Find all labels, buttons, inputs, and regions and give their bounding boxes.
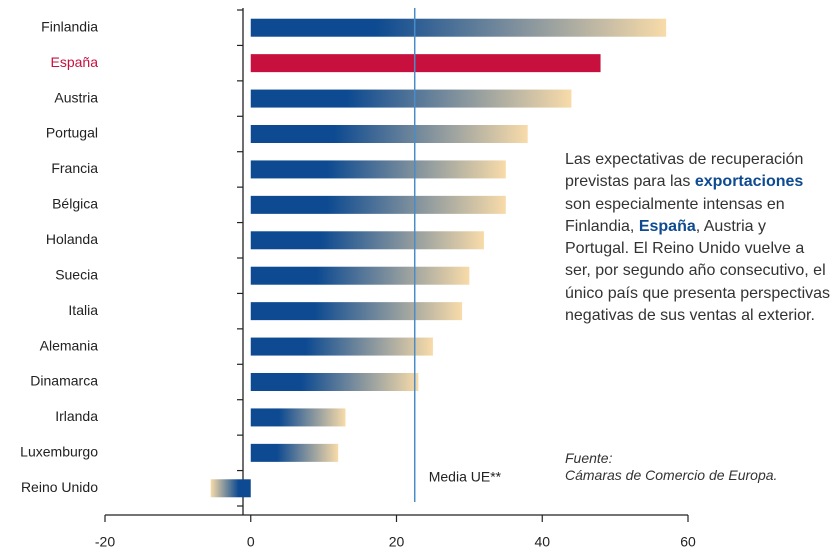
bar xyxy=(250,443,339,462)
bar xyxy=(250,408,346,427)
bold-text: exportaciones xyxy=(694,173,804,191)
bar xyxy=(250,373,419,391)
category-label: Alemania xyxy=(40,337,99,353)
bar xyxy=(250,302,463,321)
category-label: Francia xyxy=(51,160,98,176)
bold-text: España xyxy=(638,217,696,235)
category-label: Austria xyxy=(54,89,98,105)
category-label: Dinamarca xyxy=(30,373,98,389)
x-tick-label: 20 xyxy=(389,534,405,548)
bar xyxy=(250,266,470,285)
category-label: Irlanda xyxy=(55,408,98,424)
bar xyxy=(250,337,433,356)
category-label: Luxemburgo xyxy=(20,444,98,460)
bar xyxy=(250,125,528,143)
text: , Austria y Portugal. El Reino Unido vue… xyxy=(565,217,831,325)
category-label: Bélgica xyxy=(52,196,98,212)
x-tick-label: 40 xyxy=(534,534,550,548)
x-tick-label: 0 xyxy=(247,534,255,548)
x-tick-label: 60 xyxy=(680,534,696,548)
category-label: Finlandia xyxy=(41,18,98,34)
source: Fuente: Cámaras de Comercio de Europa. xyxy=(565,450,830,484)
bar xyxy=(250,18,667,37)
annotation: Las expectativas de recuperación previst… xyxy=(565,149,832,327)
category-label: Suecia xyxy=(55,266,98,282)
x-tick-label: -20 xyxy=(95,534,115,548)
source-label: Fuente: xyxy=(565,450,613,466)
bar xyxy=(210,479,251,498)
text: Las expectativas de recuperación previst… xyxy=(565,151,804,191)
bar xyxy=(250,160,506,179)
category-label: Holanda xyxy=(46,231,98,247)
source-text: Cámaras de Comercio de Europa. xyxy=(565,467,778,483)
category-label: Portugal xyxy=(46,125,98,141)
bar xyxy=(250,231,484,250)
category-label: España xyxy=(51,54,99,70)
bar xyxy=(250,89,572,108)
bar xyxy=(250,54,601,73)
reference-label: Media UE** xyxy=(429,469,502,485)
text: son especialmente intensas en Finlandia, xyxy=(565,195,785,235)
bar xyxy=(250,195,506,214)
category-label: Reino Unido xyxy=(21,479,98,495)
category-label: Italia xyxy=(68,302,98,318)
